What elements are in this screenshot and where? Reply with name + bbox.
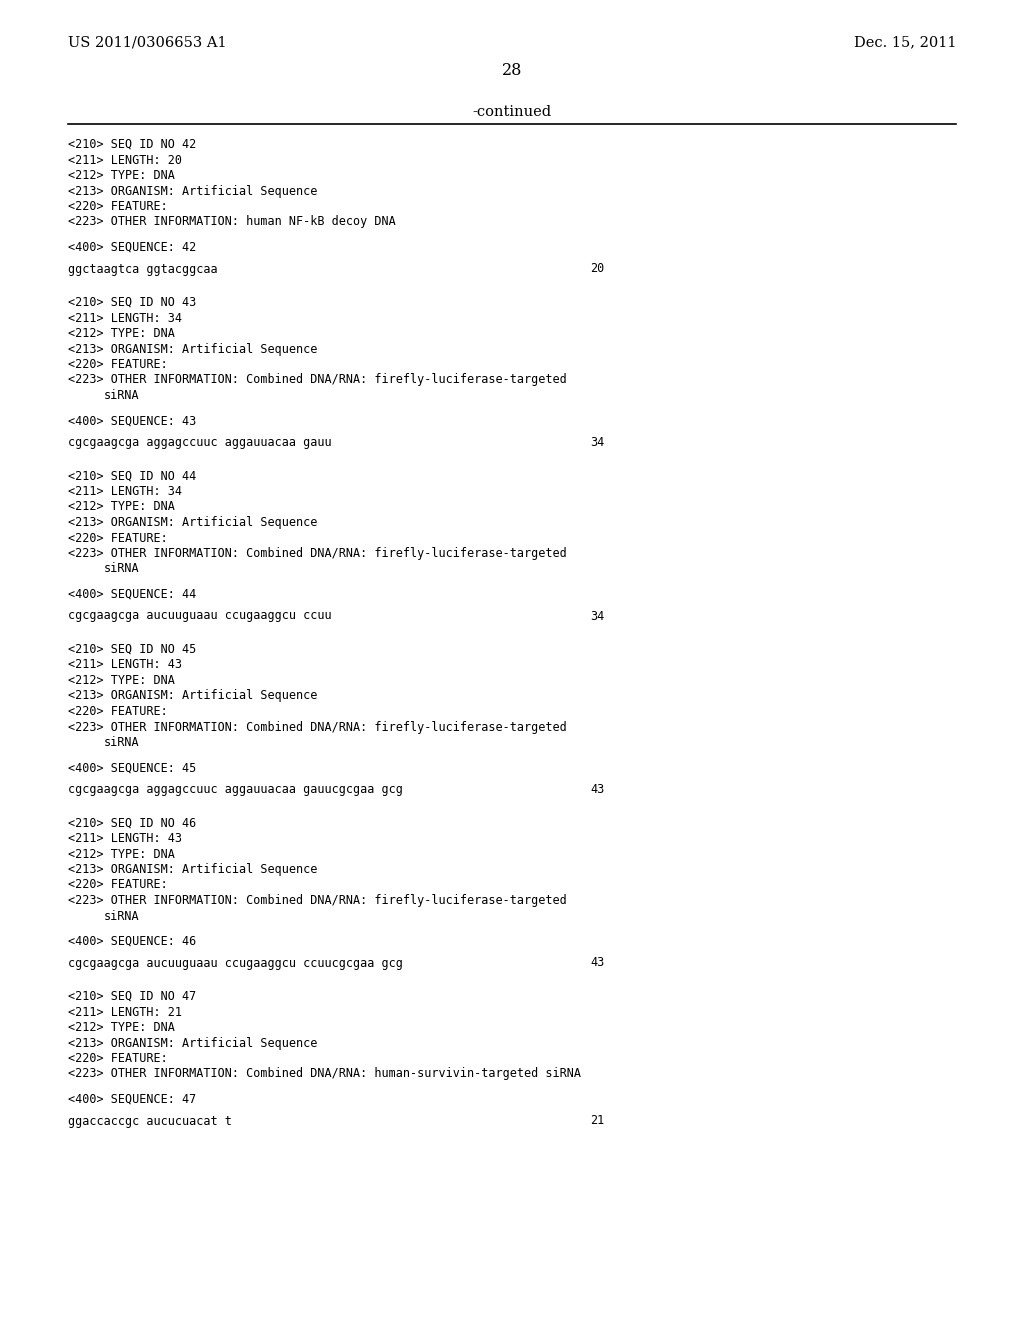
Text: 34: 34 [590,610,604,623]
Text: <223> OTHER INFORMATION: Combined DNA/RNA: human-survivin-targeted siRNA: <223> OTHER INFORMATION: Combined DNA/RN… [68,1068,581,1081]
Text: ggctaagtca ggtacggcaa: ggctaagtca ggtacggcaa [68,263,218,276]
Text: <212> TYPE: DNA: <212> TYPE: DNA [68,500,175,513]
Text: <211> LENGTH: 43: <211> LENGTH: 43 [68,659,182,672]
Text: <210> SEQ ID NO 46: <210> SEQ ID NO 46 [68,817,197,829]
Text: -continued: -continued [472,106,552,119]
Text: <223> OTHER INFORMATION: Combined DNA/RNA: firefly-luciferase-targeted: <223> OTHER INFORMATION: Combined DNA/RN… [68,721,566,734]
Text: <211> LENGTH: 34: <211> LENGTH: 34 [68,312,182,325]
Text: siRNA: siRNA [104,737,139,748]
Text: Dec. 15, 2011: Dec. 15, 2011 [853,36,956,49]
Text: <223> OTHER INFORMATION: Combined DNA/RNA: firefly-luciferase-targeted: <223> OTHER INFORMATION: Combined DNA/RN… [68,546,566,560]
Text: 20: 20 [590,263,604,276]
Text: US 2011/0306653 A1: US 2011/0306653 A1 [68,36,226,49]
Text: 43: 43 [590,783,604,796]
Text: <220> FEATURE:: <220> FEATURE: [68,879,168,891]
Text: 34: 34 [590,436,604,449]
Text: <213> ORGANISM: Artificial Sequence: <213> ORGANISM: Artificial Sequence [68,1036,317,1049]
Text: <220> FEATURE:: <220> FEATURE: [68,1052,168,1065]
Text: <400> SEQUENCE: 47: <400> SEQUENCE: 47 [68,1093,197,1106]
Text: <210> SEQ ID NO 44: <210> SEQ ID NO 44 [68,470,197,483]
Text: <210> SEQ ID NO 45: <210> SEQ ID NO 45 [68,643,197,656]
Text: siRNA: siRNA [104,389,139,403]
Text: <212> TYPE: DNA: <212> TYPE: DNA [68,1020,175,1034]
Text: <212> TYPE: DNA: <212> TYPE: DNA [68,675,175,686]
Text: <220> FEATURE:: <220> FEATURE: [68,358,168,371]
Text: <213> ORGANISM: Artificial Sequence: <213> ORGANISM: Artificial Sequence [68,689,317,702]
Text: <212> TYPE: DNA: <212> TYPE: DNA [68,327,175,341]
Text: 21: 21 [590,1114,604,1127]
Text: <223> OTHER INFORMATION: Combined DNA/RNA: firefly-luciferase-targeted: <223> OTHER INFORMATION: Combined DNA/RN… [68,894,566,907]
Text: <211> LENGTH: 20: <211> LENGTH: 20 [68,153,182,166]
Text: <213> ORGANISM: Artificial Sequence: <213> ORGANISM: Artificial Sequence [68,185,317,198]
Text: siRNA: siRNA [104,562,139,576]
Text: <220> FEATURE:: <220> FEATURE: [68,705,168,718]
Text: <400> SEQUENCE: 42: <400> SEQUENCE: 42 [68,242,197,253]
Text: siRNA: siRNA [104,909,139,923]
Text: 28: 28 [502,62,522,79]
Text: <210> SEQ ID NO 47: <210> SEQ ID NO 47 [68,990,197,1003]
Text: <210> SEQ ID NO 43: <210> SEQ ID NO 43 [68,296,197,309]
Text: <212> TYPE: DNA: <212> TYPE: DNA [68,169,175,182]
Text: <223> OTHER INFORMATION: human NF-kB decoy DNA: <223> OTHER INFORMATION: human NF-kB dec… [68,215,395,228]
Text: <220> FEATURE:: <220> FEATURE: [68,532,168,544]
Text: <400> SEQUENCE: 43: <400> SEQUENCE: 43 [68,414,197,428]
Text: <213> ORGANISM: Artificial Sequence: <213> ORGANISM: Artificial Sequence [68,516,317,529]
Text: <211> LENGTH: 43: <211> LENGTH: 43 [68,832,182,845]
Text: <400> SEQUENCE: 45: <400> SEQUENCE: 45 [68,762,197,775]
Text: cgcgaagcga aucuuguaau ccugaaggcu ccuu: cgcgaagcga aucuuguaau ccugaaggcu ccuu [68,610,332,623]
Text: 43: 43 [590,957,604,969]
Text: ggaccaccgc aucucuacat t: ggaccaccgc aucucuacat t [68,1114,231,1127]
Text: cgcgaagcga aucuuguaau ccugaaggcu ccuucgcgaa gcg: cgcgaagcga aucuuguaau ccugaaggcu ccuucgc… [68,957,402,969]
Text: cgcgaagcga aggagccuuc aggauuacaa gauu: cgcgaagcga aggagccuuc aggauuacaa gauu [68,436,332,449]
Text: <223> OTHER INFORMATION: Combined DNA/RNA: firefly-luciferase-targeted: <223> OTHER INFORMATION: Combined DNA/RN… [68,374,566,387]
Text: <211> LENGTH: 21: <211> LENGTH: 21 [68,1006,182,1019]
Text: <400> SEQUENCE: 44: <400> SEQUENCE: 44 [68,587,197,601]
Text: <213> ORGANISM: Artificial Sequence: <213> ORGANISM: Artificial Sequence [68,863,317,876]
Text: <211> LENGTH: 34: <211> LENGTH: 34 [68,484,182,498]
Text: cgcgaagcga aggagccuuc aggauuacaa gauucgcgaa gcg: cgcgaagcga aggagccuuc aggauuacaa gauucgc… [68,783,402,796]
Text: <220> FEATURE:: <220> FEATURE: [68,201,168,213]
Text: <210> SEQ ID NO 42: <210> SEQ ID NO 42 [68,139,197,150]
Text: <213> ORGANISM: Artificial Sequence: <213> ORGANISM: Artificial Sequence [68,342,317,355]
Text: <212> TYPE: DNA: <212> TYPE: DNA [68,847,175,861]
Text: <400> SEQUENCE: 46: <400> SEQUENCE: 46 [68,935,197,948]
